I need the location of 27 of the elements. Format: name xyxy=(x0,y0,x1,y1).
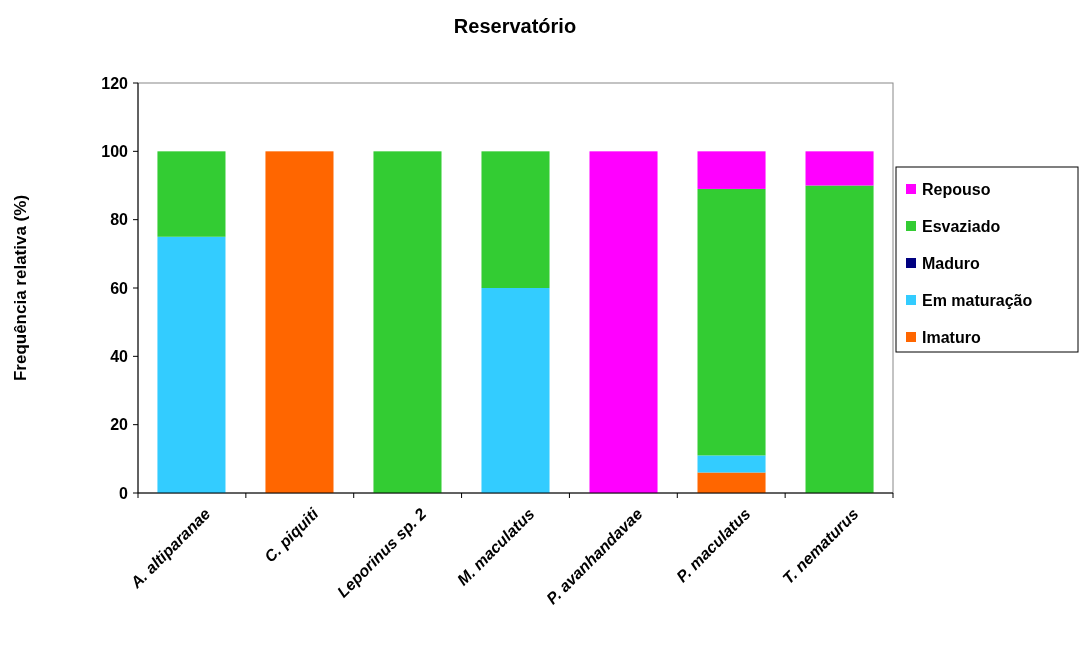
legend-label: Imaturo xyxy=(922,328,981,346)
legend-label: Esvaziado xyxy=(922,217,1001,235)
bar xyxy=(157,236,226,493)
y-tick-label: 20 xyxy=(110,416,129,434)
bar xyxy=(589,151,658,493)
y-tick-label: 0 xyxy=(119,484,129,502)
y-tick-label: 80 xyxy=(110,211,129,229)
bar xyxy=(805,151,874,186)
bar xyxy=(697,472,766,493)
legend-label: Em maturação xyxy=(922,291,1033,309)
bar xyxy=(805,185,874,493)
bar xyxy=(157,151,226,237)
bar xyxy=(265,151,334,493)
bar xyxy=(697,188,766,456)
y-axis-title: Frequência relativa (%) xyxy=(11,194,30,382)
bar xyxy=(373,151,442,493)
legend-label: Maduro xyxy=(922,254,980,272)
y-tick-label: 100 xyxy=(101,142,129,160)
bar xyxy=(481,151,550,288)
legend-label: Repouso xyxy=(922,180,991,198)
chart-title: Reservatório xyxy=(453,15,577,37)
bar xyxy=(481,288,550,493)
bar xyxy=(697,151,766,189)
bar xyxy=(697,455,766,473)
y-tick-label: 40 xyxy=(110,347,129,365)
y-tick-label: 120 xyxy=(101,74,129,92)
y-tick-label: 60 xyxy=(110,279,129,297)
